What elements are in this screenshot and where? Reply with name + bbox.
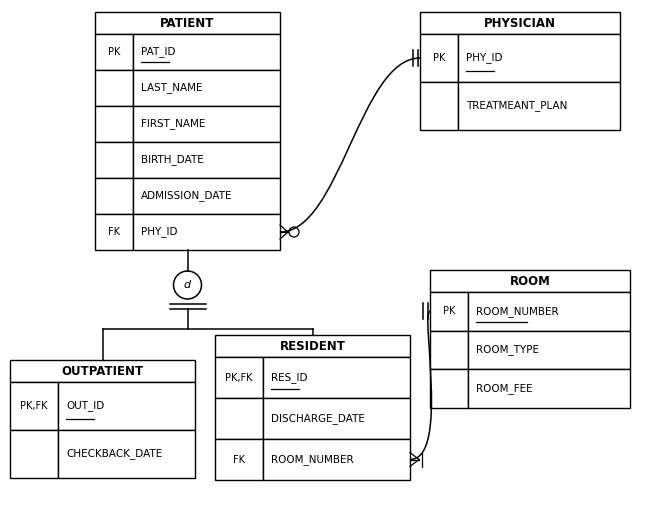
Bar <box>133 106 280 142</box>
Bar <box>95 142 133 178</box>
Bar <box>430 369 468 408</box>
Text: d: d <box>184 280 191 290</box>
Bar <box>458 82 620 130</box>
Bar <box>468 292 630 331</box>
Bar <box>133 70 280 106</box>
Text: ROOM_NUMBER: ROOM_NUMBER <box>271 454 353 465</box>
Text: OUTPATIENT: OUTPATIENT <box>61 364 144 378</box>
Bar <box>420 82 458 130</box>
Bar <box>215 398 263 439</box>
Bar <box>58 382 195 430</box>
Text: PK,FK: PK,FK <box>225 373 253 383</box>
Bar <box>263 439 410 480</box>
Bar <box>133 214 280 250</box>
Bar <box>215 439 263 480</box>
Bar <box>430 270 630 292</box>
Text: LAST_NAME: LAST_NAME <box>141 83 202 94</box>
Bar <box>430 292 468 331</box>
Bar <box>133 34 280 70</box>
Text: TREATMEANT_PLAN: TREATMEANT_PLAN <box>466 101 568 111</box>
Bar <box>58 430 195 478</box>
Text: RES_ID: RES_ID <box>271 372 307 383</box>
Bar <box>420 12 620 34</box>
Text: PATIENT: PATIENT <box>160 16 215 30</box>
Text: FK: FK <box>233 454 245 464</box>
Text: BIRTH_DATE: BIRTH_DATE <box>141 154 204 166</box>
Text: PK,FK: PK,FK <box>20 401 48 411</box>
Text: OUT_ID: OUT_ID <box>66 401 104 411</box>
Bar <box>10 360 195 382</box>
Bar <box>468 331 630 369</box>
Text: PHY_ID: PHY_ID <box>466 53 503 63</box>
Text: ROOM_FEE: ROOM_FEE <box>476 383 533 394</box>
Bar <box>95 12 280 34</box>
Text: PHY_ID: PHY_ID <box>141 226 178 238</box>
Bar <box>133 142 280 178</box>
Text: ADMISSION_DATE: ADMISSION_DATE <box>141 191 232 201</box>
Bar <box>95 106 133 142</box>
Text: ROOM: ROOM <box>510 274 551 288</box>
Bar <box>10 382 58 430</box>
Text: PK: PK <box>433 53 445 63</box>
Text: DISCHARGE_DATE: DISCHARGE_DATE <box>271 413 365 424</box>
Bar <box>468 369 630 408</box>
Text: CHECKBACK_DATE: CHECKBACK_DATE <box>66 449 162 459</box>
Bar <box>95 214 133 250</box>
Bar <box>95 70 133 106</box>
Text: PK: PK <box>108 47 120 57</box>
Text: FIRST_NAME: FIRST_NAME <box>141 119 205 129</box>
Bar <box>430 331 468 369</box>
Text: RESIDENT: RESIDENT <box>279 339 346 353</box>
Text: PHYSICIAN: PHYSICIAN <box>484 16 556 30</box>
Text: ROOM_NUMBER: ROOM_NUMBER <box>476 306 559 317</box>
Bar <box>10 430 58 478</box>
Text: FK: FK <box>108 227 120 237</box>
Bar <box>263 398 410 439</box>
Bar <box>215 335 410 357</box>
Bar <box>420 34 458 82</box>
Text: PK: PK <box>443 306 455 316</box>
Bar <box>133 178 280 214</box>
Bar <box>458 34 620 82</box>
Bar <box>95 34 133 70</box>
Text: ROOM_TYPE: ROOM_TYPE <box>476 344 539 356</box>
Bar <box>215 357 263 398</box>
Bar <box>95 178 133 214</box>
Bar <box>263 357 410 398</box>
Text: PAT_ID: PAT_ID <box>141 47 176 57</box>
